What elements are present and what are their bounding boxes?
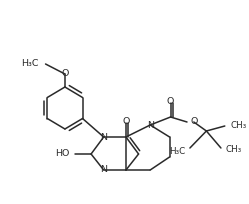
Text: O: O [61,70,69,79]
Text: CH₃: CH₃ [231,121,247,130]
Text: N: N [147,121,154,130]
Text: O: O [122,118,130,126]
Text: H₃C: H₃C [21,59,39,68]
Text: N: N [100,133,107,142]
Text: HO: HO [55,150,70,159]
Text: H₃C: H₃C [169,146,185,155]
Text: O: O [191,118,198,126]
Text: O: O [167,98,174,106]
Text: CH₃: CH₃ [226,145,242,154]
Text: N: N [100,165,107,174]
